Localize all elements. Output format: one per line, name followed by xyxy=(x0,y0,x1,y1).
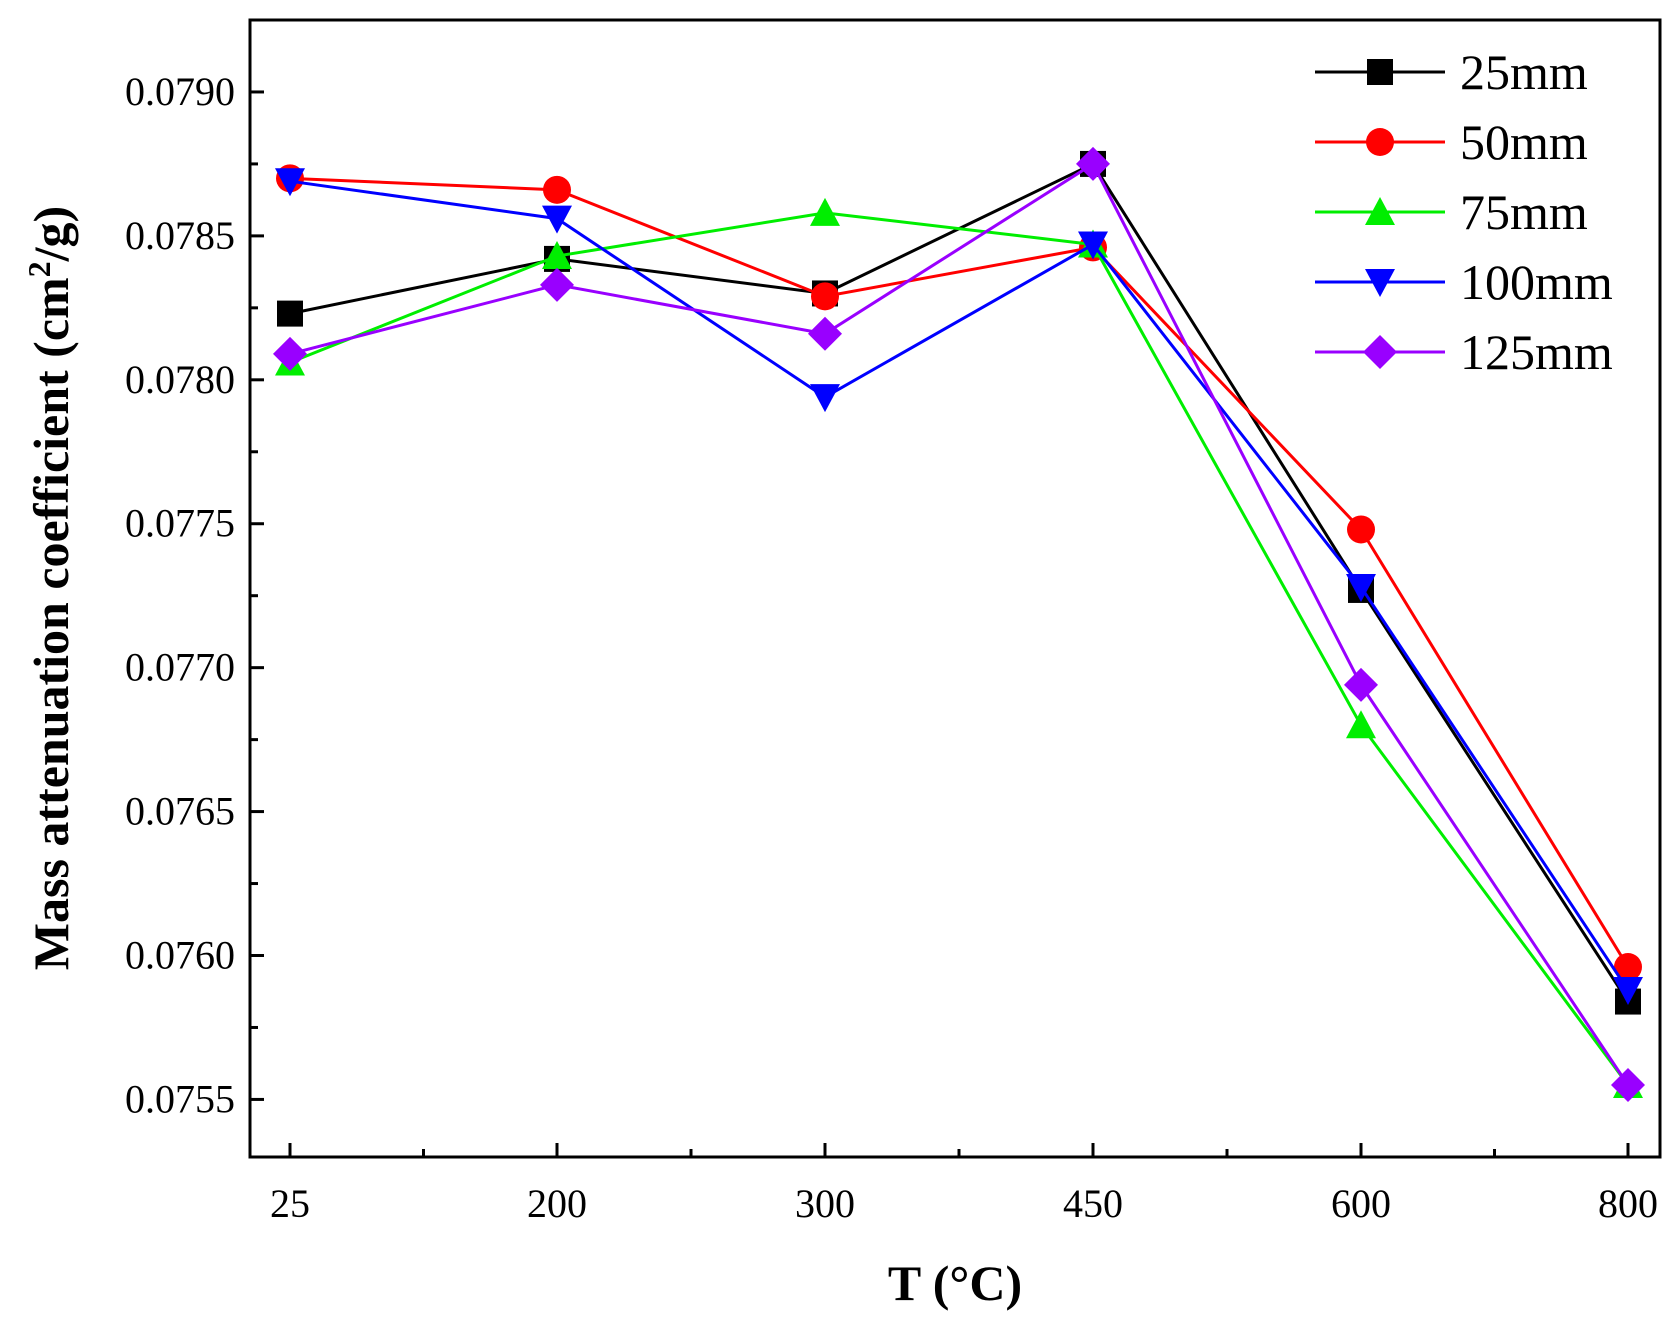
data-point-75mm xyxy=(810,197,840,226)
series-line-100mm xyxy=(289,179,1630,991)
data-point-100mm xyxy=(810,384,840,413)
series-line-50mm xyxy=(289,176,1630,968)
series-line-125mm xyxy=(289,161,1630,1086)
data-point-125mm xyxy=(1611,1068,1645,1103)
data-point-100mm xyxy=(1613,977,1643,1006)
x-tick-label: 450 xyxy=(1063,1181,1123,1226)
y-tick-label: 0.0780 xyxy=(125,357,235,402)
x-tick-label: 600 xyxy=(1331,1181,1391,1226)
y-tick-label: 0.0770 xyxy=(125,645,235,690)
x-tick-label: 300 xyxy=(795,1181,855,1226)
y-tick-label: 0.0790 xyxy=(125,69,235,114)
data-point-75mm xyxy=(542,241,572,270)
x-tick-label: 800 xyxy=(1598,1181,1658,1226)
data-point-100mm xyxy=(542,205,572,234)
legend-label: 125mm xyxy=(1460,324,1613,380)
legend-marker-25mm xyxy=(1367,59,1393,85)
y-axis-title-tail: /g) xyxy=(23,206,79,263)
data-point-25mm xyxy=(277,300,303,327)
data-point-125mm xyxy=(273,336,307,371)
y-tick-label: 0.0755 xyxy=(125,1076,235,1121)
y-axis-title-main: Mass attenuation coefficient (cm xyxy=(23,277,79,970)
x-tick-label: 25 xyxy=(270,1181,310,1226)
legend-marker-75mm xyxy=(1365,197,1395,225)
legend-label: 25mm xyxy=(1460,44,1588,100)
x-axis-title: T (°C) xyxy=(888,1255,1022,1311)
plot-frame xyxy=(248,18,1662,1159)
data-point-75mm xyxy=(1346,710,1376,739)
data-point-125mm xyxy=(808,316,842,351)
legend-marker-125mm xyxy=(1363,335,1397,369)
legend-label: 100mm xyxy=(1460,254,1613,310)
legend-label: 75mm xyxy=(1460,184,1588,240)
data-point-50mm xyxy=(1347,515,1375,544)
data-point-50mm xyxy=(811,282,839,311)
data-point-50mm xyxy=(1614,953,1642,982)
data-point-100mm xyxy=(1078,231,1108,260)
series-line-75mm xyxy=(289,211,1630,1086)
y-axis-title: Mass attenuation coefficient (cm2/g) xyxy=(21,206,79,970)
legend-marker-100mm xyxy=(1365,269,1395,297)
y-axis-title-sup: 2 xyxy=(21,261,57,277)
data-point-100mm xyxy=(275,168,305,197)
legend-marker-50mm xyxy=(1366,128,1394,156)
y-tick-label: 0.0785 xyxy=(125,213,235,258)
x-tick-label: 200 xyxy=(527,1181,587,1226)
legend-label: 50mm xyxy=(1460,114,1588,170)
y-tick-label: 0.0765 xyxy=(125,789,235,834)
data-point-50mm xyxy=(543,175,571,204)
y-tick-label: 0.0760 xyxy=(125,933,235,978)
y-tick-label: 0.0775 xyxy=(125,501,235,546)
data-point-125mm xyxy=(1344,667,1378,702)
data-point-100mm xyxy=(1346,574,1376,603)
data-point-125mm xyxy=(540,267,574,302)
series-line-25mm xyxy=(289,161,1630,1003)
data-point-125mm xyxy=(1076,146,1110,181)
